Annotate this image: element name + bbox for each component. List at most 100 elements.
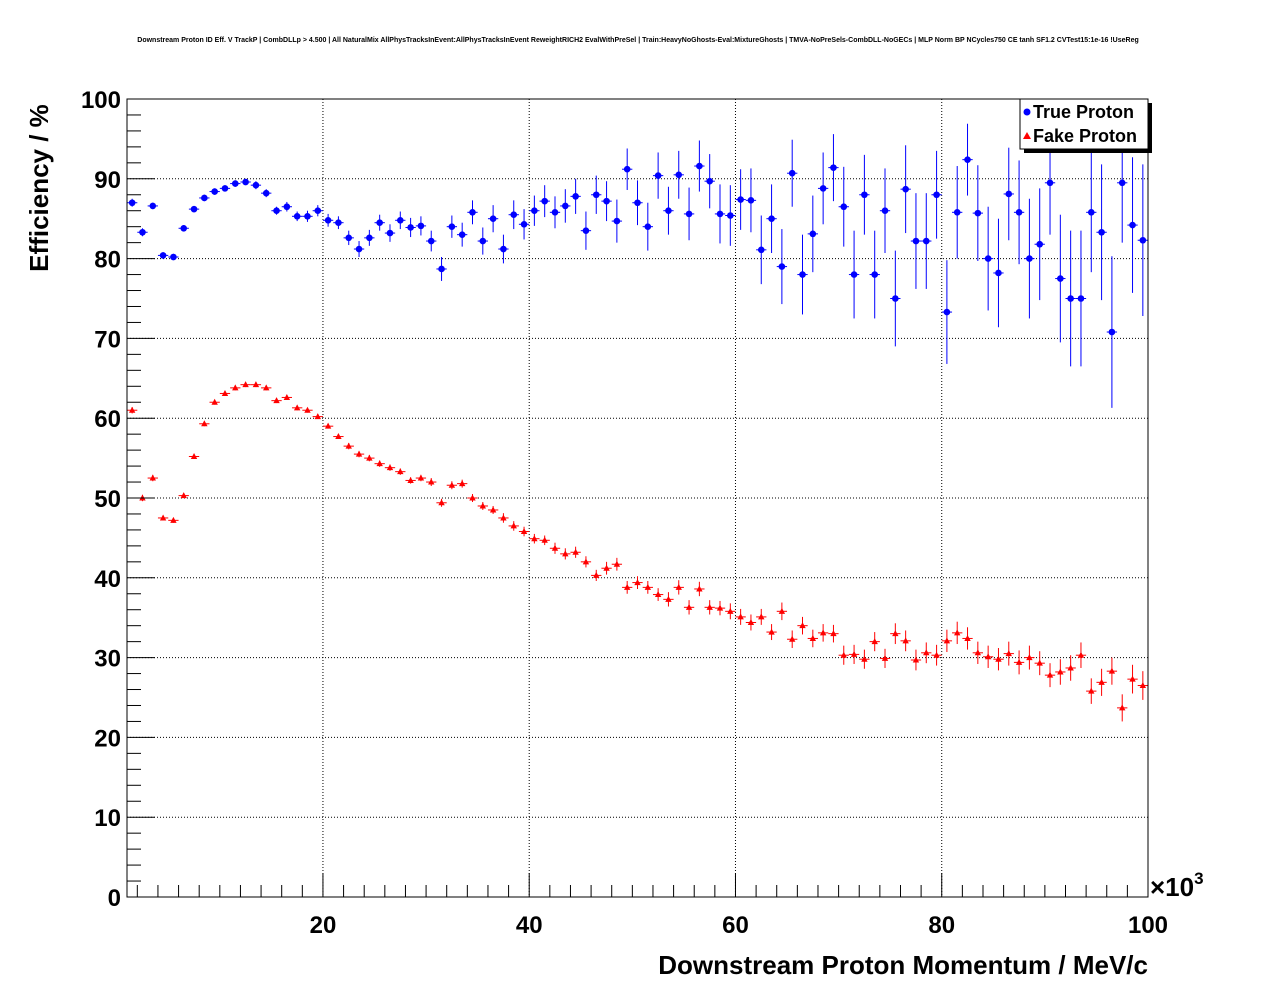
data-point [809,230,817,238]
data-point [562,550,569,557]
data-point [737,196,744,203]
data-point [727,212,734,219]
data-point [592,191,600,199]
data-point [273,207,280,215]
x-tick-label: 20 [310,912,337,939]
chart-title: Downstream Proton ID Eff. V TrackP | Com… [137,37,1138,44]
data-point [190,205,198,213]
data-point [396,216,404,224]
x-axis-title: Downstream Proton Momentum / MeV/c [658,950,1148,980]
data-point [840,203,848,211]
data-point [458,231,466,238]
data-point [634,579,641,586]
data-point [758,613,765,620]
data-point [1046,179,1054,187]
data-point [675,171,683,179]
data-point [510,522,517,529]
data-point [149,202,157,210]
data-point [252,381,260,388]
data-point [304,406,311,413]
data-point [995,269,1002,277]
data-point [1077,651,1085,658]
x-axis-multiplier-base: ×10 [1150,872,1194,902]
data-point [984,653,992,660]
data-point [675,583,682,590]
data-point [1005,190,1013,198]
data-point [469,494,476,501]
data-point [417,222,425,230]
data-point [438,265,445,273]
data-point [799,622,806,629]
data-point [1036,240,1044,248]
data-point [242,178,249,186]
data-point [1067,664,1074,671]
data-point [283,393,291,400]
data-point [603,197,610,205]
data-point [582,558,590,565]
data-point [716,604,724,611]
data-point [428,478,435,485]
series-layer [127,122,1148,722]
data-point [1108,667,1116,674]
data-point [314,207,322,215]
data-point [551,209,559,216]
data-point [180,224,188,232]
data-point [613,217,621,225]
data-point [531,535,538,542]
data-point [943,308,951,316]
data-point [1129,675,1136,682]
data-point [788,169,796,177]
data-point [654,591,662,598]
data-point [984,255,992,262]
data-point [1036,659,1043,666]
data-point [262,189,270,197]
data-point [881,654,889,661]
data-point [190,453,198,460]
data-point [314,413,321,420]
data-point [706,603,713,610]
data-point [1129,221,1136,229]
data-point [397,468,404,475]
y-tick-label: 50 [94,486,121,513]
data-point [345,442,352,449]
y-tick-label: 70 [94,326,121,353]
data-point [479,237,487,245]
data-point [623,165,631,173]
data-point [170,516,177,523]
data-point [1098,228,1105,236]
data-point [345,234,353,242]
data-point [747,197,755,204]
data-point [407,476,414,483]
data-point [696,585,703,592]
legend-fake-proton-label: Fake Proton [1033,126,1137,146]
data-point [1057,668,1064,675]
x-tick-label: 60 [722,912,749,939]
data-point [1098,678,1105,685]
data-point [489,506,497,513]
data-point [1046,671,1054,678]
data-point [757,246,765,254]
data-point [954,629,961,636]
data-point [221,185,229,192]
data-point [551,544,559,551]
x-axis-multiplier: ×103 [1150,869,1204,902]
data-point [386,229,394,237]
y-axis-title: Efficiency / % [24,104,54,272]
data-point [448,223,456,230]
data-point [1057,275,1064,282]
data-point [562,202,569,210]
data-point [737,613,744,620]
data-point [1139,236,1147,244]
data-point [293,213,301,220]
data-point [232,384,239,391]
data-point [201,420,208,427]
data-point [881,207,889,215]
y-tick-label: 0 [108,885,121,912]
data-point [696,162,703,170]
data-point [386,464,394,471]
data-point [458,480,466,487]
data-point [1026,255,1033,262]
data-point [747,618,755,625]
data-point [768,215,775,222]
data-point [593,571,600,578]
